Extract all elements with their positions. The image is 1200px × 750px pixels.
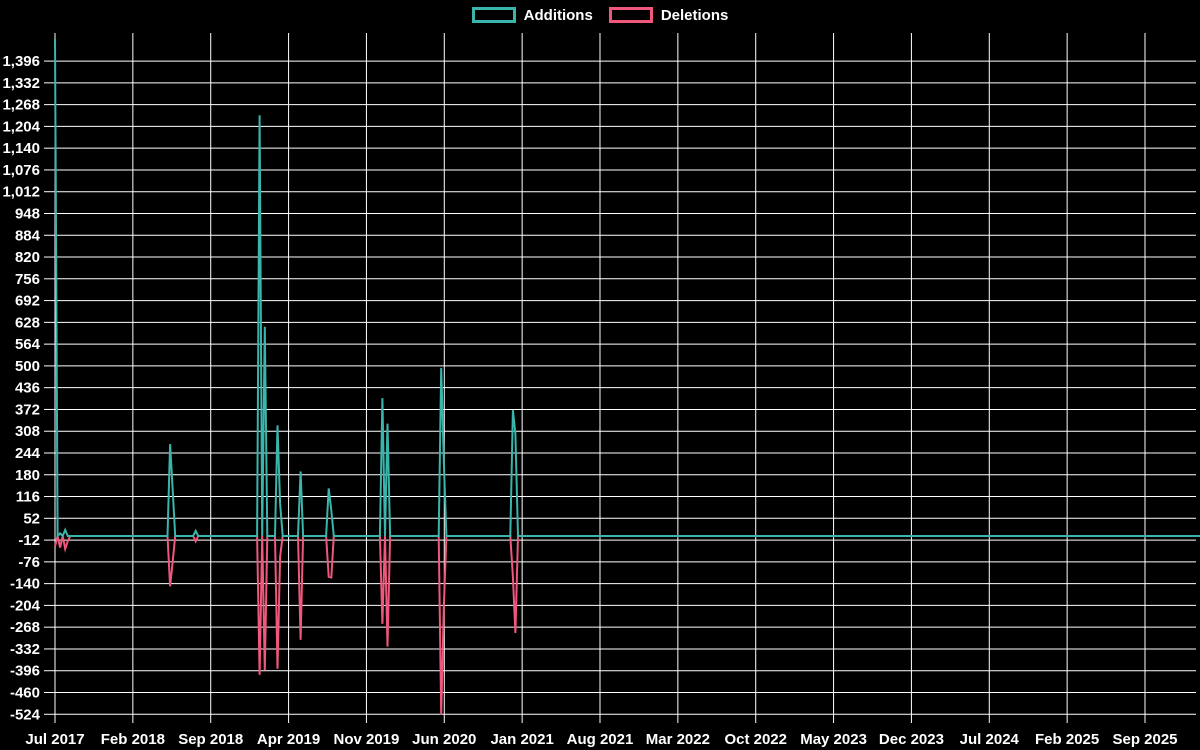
y-tick-label: -460 [10,684,40,701]
y-tick-label: -332 [10,641,40,658]
y-tick-label: 1,012 [2,184,40,201]
y-tick-label: 1,140 [2,140,40,157]
additions-line [54,39,1200,539]
y-tick-label: 308 [15,423,40,440]
y-tick-label: 692 [15,293,40,310]
y-tick-label: 820 [15,249,40,266]
y-tick-label: -204 [10,597,41,614]
legend-additions-label: Additions [523,6,593,24]
y-tick-label: 628 [15,314,40,331]
y-tick-label: -396 [10,663,40,680]
y-tick-label: 1,204 [2,118,40,135]
y-tick-label: 564 [15,336,41,353]
y-tick-label: -140 [10,576,40,593]
legend-additions-swatch [471,7,516,23]
x-tick-label: Jun 2020 [412,731,476,748]
y-tick-label: 244 [15,445,41,462]
y-tick-label: 1,268 [2,97,40,114]
x-tick-label: Feb 2025 [1035,731,1099,748]
x-tick-label: Sep 2025 [1112,731,1177,748]
y-tick-label: 1,076 [2,162,40,179]
y-tick-label: -524 [10,706,41,723]
x-tick-label: Sep 2018 [178,731,243,748]
y-tick-label: 500 [15,358,40,375]
y-tick-label: 52 [23,510,40,527]
x-tick-label: Feb 2018 [101,731,165,748]
x-tick-label: Dec 2023 [879,731,944,748]
y-tick-label: 116 [16,489,40,506]
y-tick-label: 180 [15,467,40,484]
legend-item-additions[interactable]: Additions [471,6,593,24]
deletions-line [54,535,1200,715]
y-tick-label: -12 [18,532,40,549]
x-tick-label: Jul 2017 [25,731,84,748]
x-tick-label: Oct 2022 [724,731,787,748]
x-tick-label: Jan 2021 [490,731,553,748]
y-tick-label: 756 [15,271,40,288]
y-tick-label: 884 [15,227,41,244]
legend: Additions Deletions [0,7,1200,23]
legend-deletions-swatch [608,7,653,23]
legend-item-deletions[interactable]: Deletions [608,6,729,24]
y-tick-label: 436 [15,380,40,397]
x-tick-label: May 2023 [800,731,867,748]
y-tick-label: 372 [15,401,40,418]
x-tick-label: Mar 2022 [646,731,710,748]
y-tick-label: 948 [15,205,40,222]
y-tick-label: -268 [10,619,40,636]
y-tick-label: 1,396 [2,53,40,70]
y-tick-label: -76 [18,554,40,571]
x-tick-label: Jul 2024 [960,731,1020,748]
legend-deletions-label: Deletions [660,6,729,24]
y-tick-label: 1,332 [2,75,40,92]
x-tick-label: Apr 2019 [257,731,320,748]
x-tick-label: Aug 2021 [567,731,634,748]
x-tick-label: Nov 2019 [333,731,399,748]
